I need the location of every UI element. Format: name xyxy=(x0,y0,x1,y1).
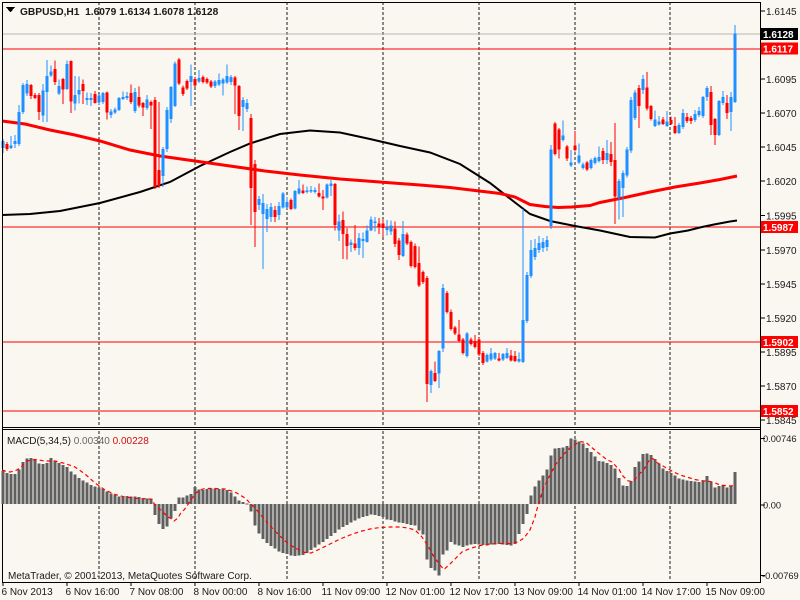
svg-text:1.5995: 1.5995 xyxy=(766,212,797,223)
svg-text:1.6145: 1.6145 xyxy=(766,7,797,18)
svg-text:1.5945: 1.5945 xyxy=(766,280,797,291)
svg-text:1.6095: 1.6095 xyxy=(766,75,797,86)
svg-text:8 Nov 00:00: 8 Nov 00:00 xyxy=(194,587,248,598)
svg-text:1.5845: 1.5845 xyxy=(766,416,797,427)
svg-text:7 Nov 08:00: 7 Nov 08:00 xyxy=(130,587,184,598)
svg-text:0.00746: 0.00746 xyxy=(763,434,797,444)
svg-text:1.6117: 1.6117 xyxy=(763,45,793,56)
svg-text:14 Nov 01:00: 14 Nov 01:00 xyxy=(578,587,638,598)
svg-text:1.5970: 1.5970 xyxy=(766,246,797,257)
svg-text:1.6128: 1.6128 xyxy=(763,30,794,41)
svg-text:1.5870: 1.5870 xyxy=(766,382,797,393)
svg-text:11 Nov 09:00: 11 Nov 09:00 xyxy=(322,587,381,598)
svg-text:1.5902: 1.5902 xyxy=(763,338,794,349)
svg-text:1.5987: 1.5987 xyxy=(763,223,794,234)
svg-text:13 Nov 09:00: 13 Nov 09:00 xyxy=(514,587,574,598)
svg-text:6 Nov 16:00: 6 Nov 16:00 xyxy=(66,587,120,598)
svg-text:1.5895: 1.5895 xyxy=(766,348,797,359)
svg-text:6 Nov 2013: 6 Nov 2013 xyxy=(2,587,54,598)
svg-text:0.00: 0.00 xyxy=(763,501,781,511)
svg-text:12 Nov 17:00: 12 Nov 17:00 xyxy=(450,587,510,598)
svg-text:1.5920: 1.5920 xyxy=(766,314,797,325)
svg-text:12 Nov 01:00: 12 Nov 01:00 xyxy=(386,587,446,598)
svg-text:1.5852: 1.5852 xyxy=(763,407,794,418)
svg-text:MetaTrader, © 2001-2013, MetaQ: MetaTrader, © 2001-2013, MetaQuotes Soft… xyxy=(8,571,252,582)
svg-text:15 Nov 09:00: 15 Nov 09:00 xyxy=(706,587,766,598)
svg-text:1.6020: 1.6020 xyxy=(766,177,797,188)
svg-text:8 Nov 16:00: 8 Nov 16:00 xyxy=(258,587,312,598)
svg-text:MACD(5,34,5) 0.00340 0.00228: MACD(5,34,5) 0.00340 0.00228 xyxy=(7,436,149,447)
svg-text:GBPUSD,H1 1.6079 1.6134 1.607: GBPUSD,H1 1.6079 1.6134 1.6078 1.6128 xyxy=(20,7,219,18)
svg-text:1.6070: 1.6070 xyxy=(766,109,797,120)
svg-text:1.6045: 1.6045 xyxy=(766,143,797,154)
svg-text:14 Nov 17:00: 14 Nov 17:00 xyxy=(642,587,702,598)
svg-text:-0.00769: -0.00769 xyxy=(762,571,799,581)
